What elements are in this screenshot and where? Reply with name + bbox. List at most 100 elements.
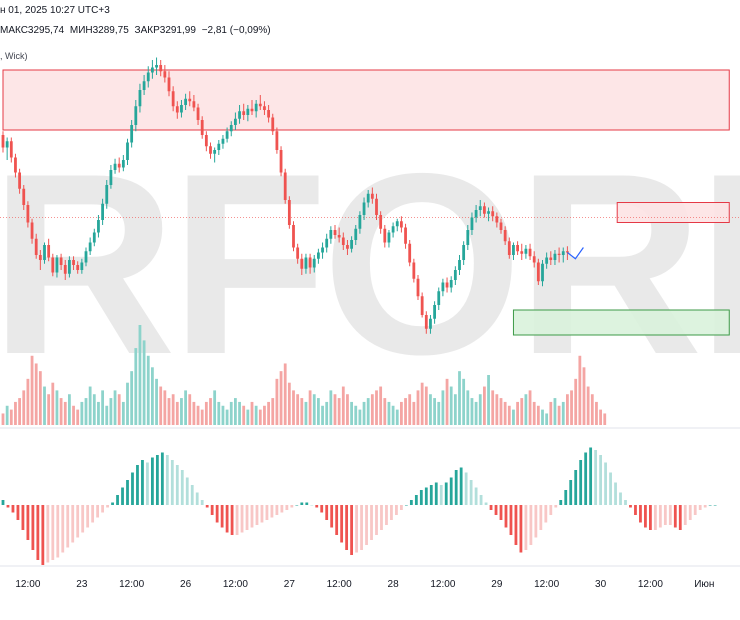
volume-bar xyxy=(76,409,80,425)
oscillator-bar xyxy=(66,505,70,548)
volume-bar xyxy=(445,378,449,425)
oscillator-bar xyxy=(315,505,319,508)
candle-body xyxy=(491,211,495,217)
candle-body xyxy=(146,72,150,82)
candle-body xyxy=(180,105,183,113)
oscillator-bar xyxy=(26,505,30,540)
candle-body xyxy=(192,101,196,108)
volume-bar xyxy=(487,375,490,425)
oscillator-bar xyxy=(519,505,523,553)
oscillator-bar xyxy=(325,505,329,520)
volume-bar xyxy=(14,401,17,425)
candle-body xyxy=(292,225,295,248)
oscillator-bar xyxy=(295,505,299,506)
volume-bar xyxy=(217,401,221,425)
oscillator-bar xyxy=(275,505,279,515)
low-value: МИН3289,75 xyxy=(69,25,129,36)
candle-body xyxy=(109,170,113,185)
oscillator-bar xyxy=(469,480,473,505)
volume-bar xyxy=(491,390,495,425)
candle-body xyxy=(420,296,424,315)
oscillator-bar xyxy=(668,505,672,525)
volume-bar xyxy=(80,401,84,425)
x-tick-label: 12:00 xyxy=(326,579,352,590)
candle-body xyxy=(325,238,329,248)
candle-body xyxy=(26,205,30,223)
x-tick-label: 12:00 xyxy=(534,579,560,590)
candle-body xyxy=(383,228,387,243)
oscillator-bar xyxy=(11,505,15,513)
candle-body xyxy=(263,106,266,110)
oscillator-bar xyxy=(404,505,408,506)
oscillator-bar xyxy=(474,487,478,505)
candle-body xyxy=(462,245,466,260)
candle-body xyxy=(167,77,171,92)
candle-body xyxy=(175,106,179,113)
volume-bar xyxy=(267,401,270,425)
watermark: RFOREXZ.c xyxy=(0,135,740,393)
oscillator-bar xyxy=(240,505,244,533)
oscillator-bar xyxy=(464,472,468,505)
candle-body xyxy=(312,258,316,268)
candle-body xyxy=(9,141,13,158)
volume-bar xyxy=(72,405,75,425)
oscillator-bar xyxy=(569,480,573,505)
volume-bar xyxy=(263,405,266,425)
oscillator-bar xyxy=(136,465,139,505)
volume-bar xyxy=(325,401,329,425)
oscillator-bar xyxy=(658,505,662,528)
volume-bar xyxy=(354,405,358,425)
volume-bar xyxy=(184,390,187,425)
volume-bar xyxy=(341,386,345,425)
oscillator-bar xyxy=(116,495,119,505)
forecast-line xyxy=(567,247,584,260)
volume-bar xyxy=(566,394,569,425)
volume-bar xyxy=(586,386,590,425)
volume-bar xyxy=(424,386,428,425)
volume-bar xyxy=(43,386,46,425)
volume-bar xyxy=(312,394,316,425)
volume-bar xyxy=(246,409,250,425)
candle-body xyxy=(412,262,416,279)
volume-bar xyxy=(105,405,109,425)
candle-body xyxy=(283,172,287,200)
x-tick-label: 12:00 xyxy=(15,579,41,590)
candle-body xyxy=(43,245,46,260)
volume-bar xyxy=(59,398,63,425)
volume-bar xyxy=(234,398,237,425)
volume-bar xyxy=(38,371,42,425)
candle-body xyxy=(478,206,482,210)
volume-bar xyxy=(520,398,524,425)
candle-body xyxy=(225,131,229,139)
candle-body xyxy=(1,135,5,148)
volume-bar xyxy=(101,390,104,425)
oscillator-bar xyxy=(489,505,493,510)
candle-body xyxy=(200,120,204,135)
oscillator-bar xyxy=(330,505,334,528)
volume-bar xyxy=(499,398,503,425)
oscillator-bar xyxy=(509,505,513,535)
volume-bar xyxy=(536,405,540,425)
candle-body xyxy=(97,220,100,233)
candle-body xyxy=(271,117,275,132)
volume-bar xyxy=(55,390,59,425)
volume-bar xyxy=(283,363,287,425)
oscillator-bar xyxy=(614,482,617,505)
indicator-label: , Wick) xyxy=(0,51,28,61)
volume-bar xyxy=(570,390,573,425)
volume-bar xyxy=(279,371,283,425)
oscillator-bar xyxy=(644,505,647,528)
volume-bar xyxy=(9,409,13,425)
oscillator-bar xyxy=(56,505,60,558)
volume-bar xyxy=(308,390,312,425)
candle-body xyxy=(184,98,187,105)
x-tick-label: 29 xyxy=(491,579,503,590)
candle-body xyxy=(242,111,246,115)
volume-bar xyxy=(1,413,5,425)
oscillator-bar xyxy=(534,505,538,538)
oscillator-bar xyxy=(653,505,657,530)
oscillator-bar xyxy=(360,505,363,550)
oscillator-bar xyxy=(1,500,5,505)
volume-bar xyxy=(557,405,561,425)
